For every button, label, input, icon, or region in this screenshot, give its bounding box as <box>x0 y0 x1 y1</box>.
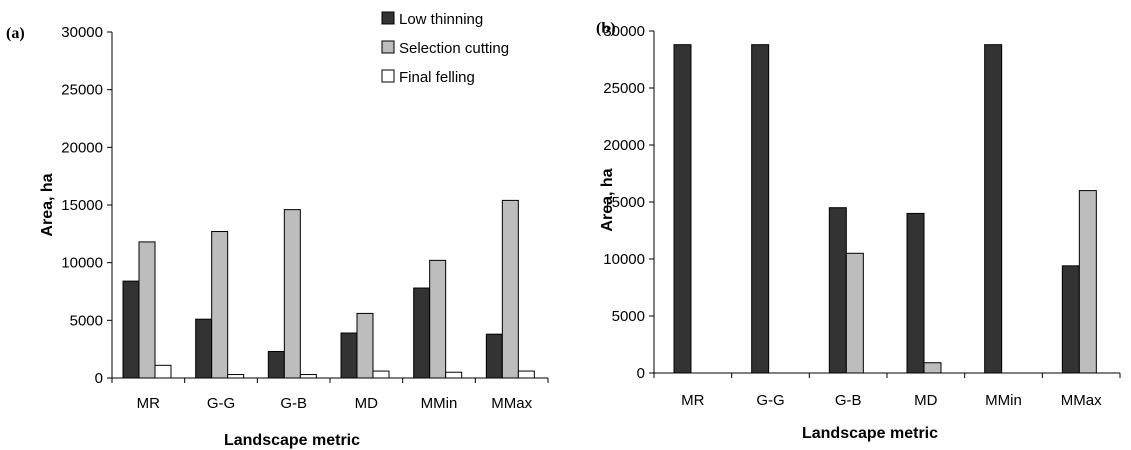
panel-b-y-tick-label: 20000 <box>603 137 645 154</box>
panel-a-category-label: MMin <box>421 395 458 412</box>
panel-b-bar <box>923 362 942 374</box>
panel-a-bar <box>299 374 317 379</box>
panel-b-bar <box>845 252 864 374</box>
panel-a-y-axis-title: Area, ha <box>39 173 56 236</box>
panel-b-category-label: MMax <box>1061 392 1102 409</box>
panel-a-bar <box>340 332 358 379</box>
panel-a-bar <box>195 318 213 379</box>
panel-b-category-label: MR <box>681 392 704 409</box>
panel-a-bar <box>372 370 390 379</box>
panel-a-category-label: MR <box>137 395 160 412</box>
panel-a: (a) Area, ha Landscape metric Low thinni… <box>6 11 549 449</box>
panel-b-y-tick-label: 30000 <box>603 23 645 40</box>
panel-b-y-tick-label: 25000 <box>603 80 645 97</box>
panel-a-category-label: MMax <box>491 395 532 412</box>
panel-a-bar <box>445 371 463 379</box>
panel-a-bar <box>501 199 519 379</box>
panel-b-y-axis-title: Area, ha <box>599 168 616 231</box>
panel-b-y-tick-label: 10000 <box>603 251 645 268</box>
panel-b-bar <box>984 44 1003 374</box>
panel-a-y-tick-label: 20000 <box>61 139 103 156</box>
panel-a-bar <box>154 364 172 379</box>
panel-b-y-tick-label: 15000 <box>603 194 645 211</box>
panel-b-category-label: MD <box>914 392 937 409</box>
panel-a-bar <box>283 209 301 379</box>
legend-swatch <box>381 40 395 54</box>
panel-a-y-tick-label: 5000 <box>70 312 103 329</box>
panel-b-y-tick-label: 5000 <box>612 308 645 325</box>
panel-b-bar <box>906 212 925 374</box>
panel-a-category-label: MD <box>355 395 378 412</box>
panel-b-bar <box>751 44 770 374</box>
panel-a-y-tick-label: 10000 <box>61 255 103 272</box>
panel-b: (b) Area, ha Landscape metric 0 5000 10000… <box>596 20 1121 442</box>
panel-b-category-label: G-G <box>756 392 784 409</box>
panel-a-bar <box>122 280 140 379</box>
panel-b-letter: (b) <box>596 20 616 37</box>
panel-b-bar <box>1061 265 1080 374</box>
legend-label: Low thinning <box>399 11 483 28</box>
legend: Low thinning Selection cutting Final felli… <box>381 11 509 86</box>
panel-b-category-label: MMin <box>985 392 1022 409</box>
panel-a-letter: (a) <box>6 25 25 42</box>
panel-a-y-tick-label: 25000 <box>61 82 103 99</box>
panel-a-category-label: G-B <box>280 395 307 412</box>
panel-a-bar <box>227 374 245 379</box>
panel-a-x-axis-title: Landscape metric <box>224 432 360 449</box>
panel-a-y-tick-label: 30000 <box>61 24 103 41</box>
panel-a-bar <box>429 259 447 379</box>
panel-a-bar <box>517 370 535 379</box>
panel-a-bar <box>138 241 156 379</box>
panel-b-x-axis-title: Landscape metric <box>802 425 938 442</box>
panel-a-bar <box>356 312 374 379</box>
panel-a-category-label: G-G <box>207 395 235 412</box>
legend-swatch <box>381 11 395 25</box>
legend-swatch <box>381 69 395 83</box>
panel-a-y-tick-label: 0 <box>95 370 103 387</box>
panel-a-y-tick-label: 15000 <box>61 197 103 214</box>
panel-a-bar <box>413 287 431 379</box>
legend-label: Selection cutting <box>399 40 509 57</box>
legend-label: Final felling <box>399 69 475 86</box>
panel-b-bar <box>673 44 692 374</box>
panel-b-bar <box>828 207 847 374</box>
panel-b-category-label: G-B <box>835 392 862 409</box>
panel-a-bar <box>485 333 503 379</box>
panel-a-bar <box>267 350 285 379</box>
panel-a-bar <box>211 231 229 379</box>
panel-b-bar <box>1078 190 1097 374</box>
panel-b-y-tick-label: 0 <box>637 365 645 382</box>
